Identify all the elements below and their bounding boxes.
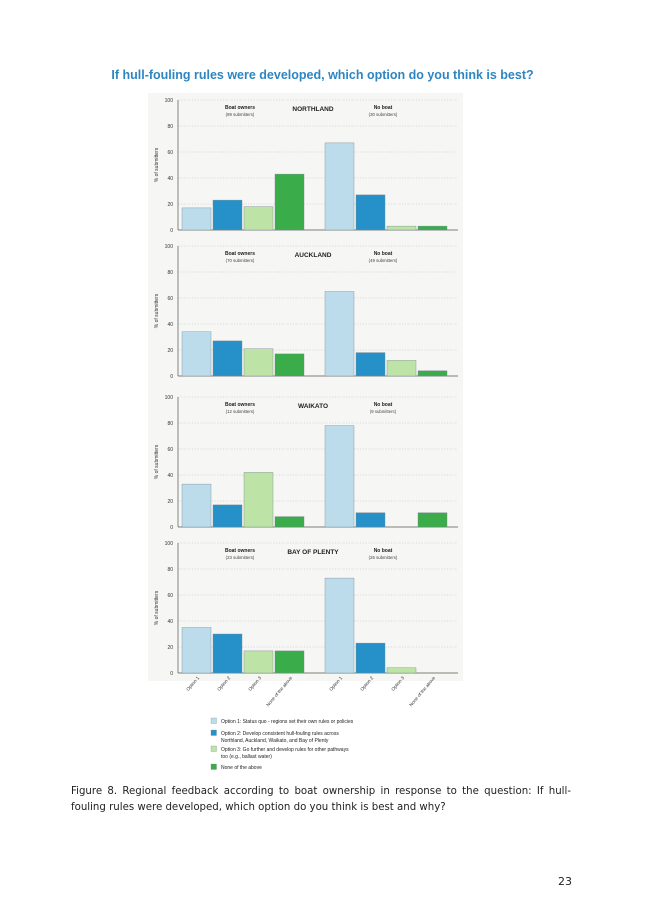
bar: [181, 627, 212, 674]
group-label: No boat: [374, 402, 393, 408]
legend-label: Option 1: Status quo - regions set their…: [221, 719, 354, 725]
y-tick-label: 100: [165, 395, 174, 401]
region-title: WAIKATO: [298, 403, 328, 410]
bar: [355, 194, 386, 231]
caption-text: Regional feedback according to boat owne…: [71, 786, 572, 813]
chart-background: [148, 93, 463, 681]
legend-label: None of the above: [221, 765, 262, 771]
y-tick-label: 80: [167, 124, 173, 130]
y-tick-label: 80: [167, 270, 173, 276]
region-title: AUCKLAND: [295, 252, 332, 259]
bar: [212, 504, 243, 528]
bar: [386, 225, 417, 231]
caption-label: Figure 8.: [71, 786, 118, 797]
legend-label: Northland, Auckland, Waikato, and Bay of…: [221, 738, 329, 744]
legend-swatch: [210, 717, 217, 724]
legend-label: Option 2: Develop consistent hull-foulin…: [221, 731, 339, 737]
y-tick-label: 60: [167, 593, 173, 599]
bar: [274, 650, 305, 674]
region-title: BAY OF PLENTY: [287, 549, 339, 556]
page-number: 23: [558, 875, 572, 888]
y-tick-label: 100: [165, 244, 174, 250]
y-axis-label: % of submitters: [154, 147, 160, 182]
bar: [243, 650, 274, 674]
group-sublabel: (23 submitters): [226, 555, 255, 560]
bar: [355, 642, 386, 674]
bar: [243, 348, 274, 377]
bar: [324, 425, 355, 528]
group-sublabel: (30 submitters): [369, 112, 398, 117]
y-tick-label: 100: [165, 541, 174, 547]
legend-swatch: [210, 745, 217, 752]
bar: [417, 512, 448, 528]
region-title: NORTHLAND: [292, 106, 333, 113]
group-label: No boat: [374, 548, 393, 554]
y-tick-label: 60: [167, 150, 173, 156]
y-axis-label: % of submitters: [154, 293, 160, 328]
bar: [324, 291, 355, 377]
y-tick-label: 20: [167, 499, 173, 505]
y-tick-label: 0: [170, 525, 173, 531]
y-tick-label: 60: [167, 296, 173, 302]
y-tick-label: 20: [167, 202, 173, 208]
y-tick-label: 20: [167, 645, 173, 651]
bar: [417, 225, 448, 231]
group-label: Boat owners: [225, 105, 255, 111]
bar: [181, 207, 212, 231]
bar: [181, 331, 212, 377]
y-axis-label: % of submitters: [154, 590, 160, 625]
group-sublabel: (70 submitters): [226, 258, 255, 263]
group-sublabel: (12 submitters): [226, 409, 255, 414]
bar: [274, 353, 305, 377]
legend-label: Option 3: Go further and develop rules f…: [221, 747, 349, 753]
figure-caption: Figure 8. Regional feedback according to…: [71, 784, 571, 816]
group-label: No boat: [374, 251, 393, 257]
bar: [212, 199, 243, 231]
bar: [274, 516, 305, 528]
bar: [212, 633, 243, 674]
bar: [274, 173, 305, 231]
y-tick-label: 80: [167, 567, 173, 573]
y-tick-label: 40: [167, 176, 173, 182]
y-tick-label: 40: [167, 322, 173, 328]
bar: [243, 472, 274, 528]
bar: [324, 577, 355, 674]
y-tick-label: 20: [167, 348, 173, 354]
y-tick-label: 40: [167, 473, 173, 479]
legend-swatch: [210, 763, 217, 770]
bar: [417, 370, 448, 377]
y-tick-label: 0: [170, 228, 173, 234]
group-sublabel: (49 submitters): [369, 258, 398, 263]
y-tick-label: 60: [167, 447, 173, 453]
y-tick-label: 0: [170, 671, 173, 677]
group-label: Boat owners: [225, 548, 255, 554]
group-label: Boat owners: [225, 402, 255, 408]
y-tick-label: 40: [167, 619, 173, 625]
bar: [355, 352, 386, 377]
y-tick-label: 80: [167, 421, 173, 427]
group-label: No boat: [374, 105, 393, 111]
bar: [212, 340, 243, 377]
bar: [355, 512, 386, 528]
y-axis-label: % of submitters: [154, 444, 160, 479]
group-sublabel: (26 submitters): [369, 555, 398, 560]
bar: [181, 483, 212, 528]
bar: [386, 360, 417, 377]
bar: [324, 142, 355, 231]
bar: [243, 206, 274, 231]
group-label: Boat owners: [225, 251, 255, 257]
y-tick-label: 0: [170, 374, 173, 380]
group-sublabel: (89 submitters): [226, 112, 255, 117]
bar: [386, 667, 417, 674]
chart-title: If hull-fouling rules were developed, wh…: [111, 68, 534, 82]
legend-swatch: [210, 729, 217, 736]
y-tick-label: 100: [165, 98, 174, 104]
legend-label: too (e.g., ballast water): [221, 754, 272, 760]
group-sublabel: (9 submitters): [370, 409, 397, 414]
